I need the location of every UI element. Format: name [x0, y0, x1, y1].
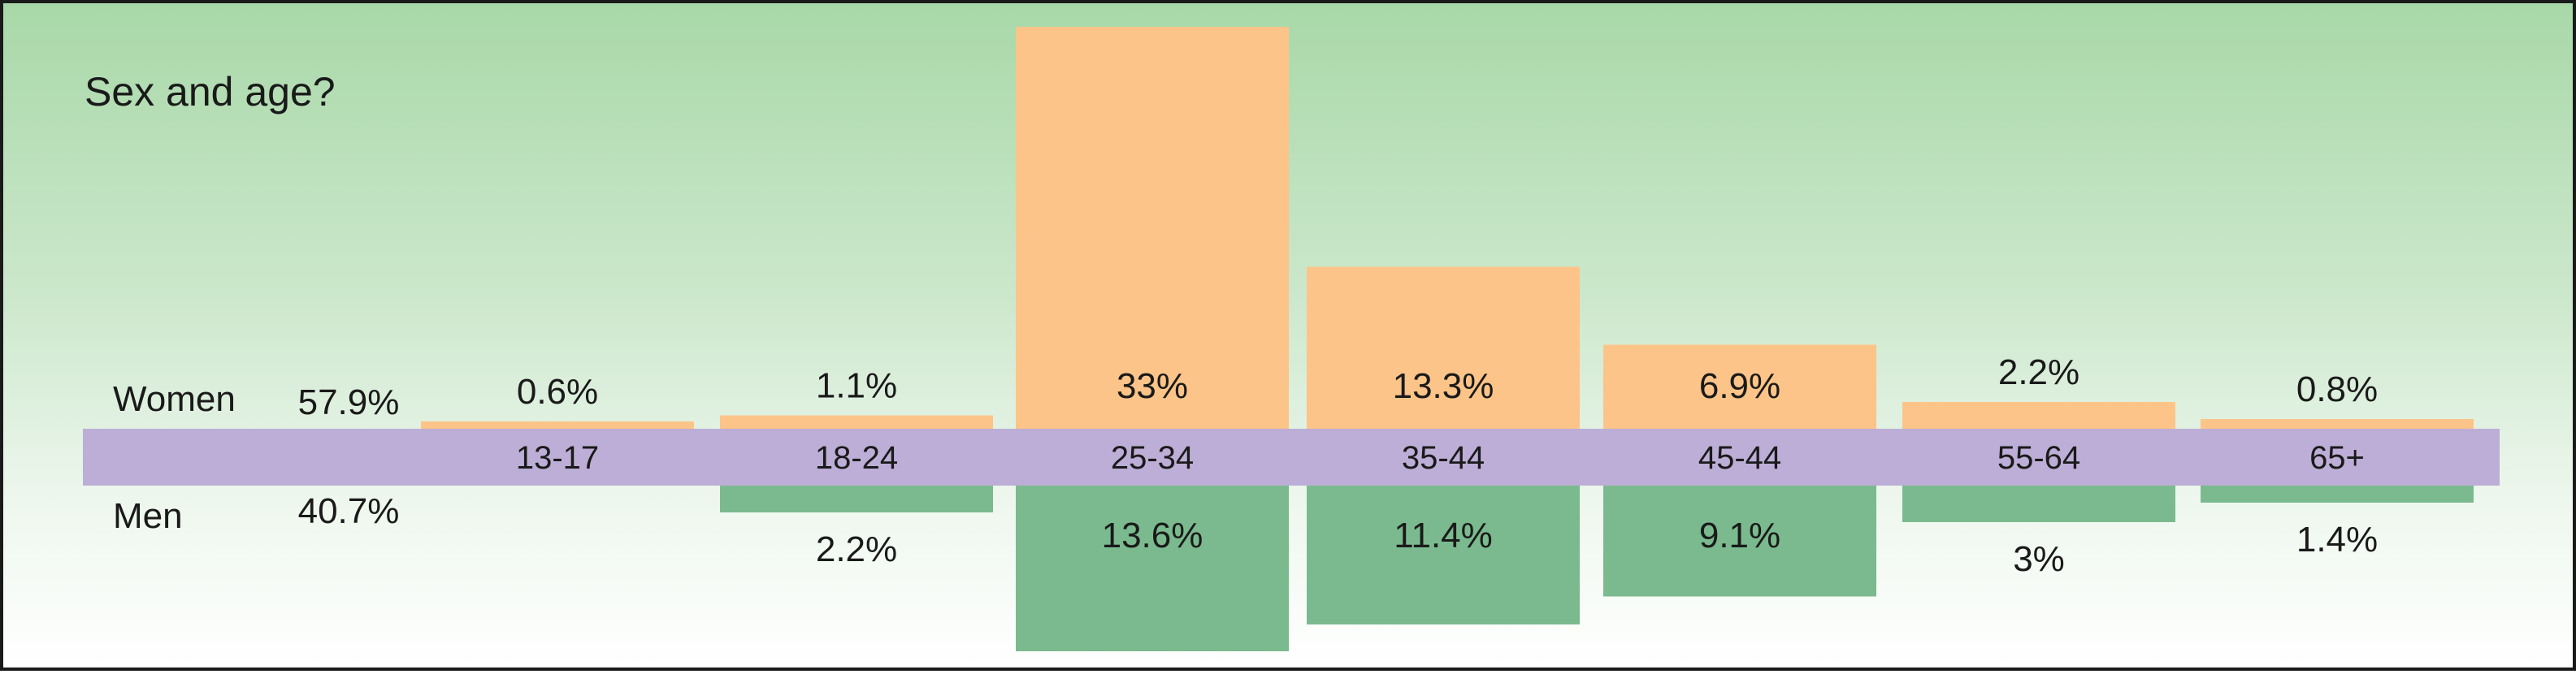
women-bar-55-64: [1902, 402, 2175, 429]
women-bar-25-34: [1016, 27, 1289, 429]
category-label-35-44: 35-44: [1402, 440, 1485, 476]
men-value-label-45-44: 9.1%: [1699, 516, 1780, 555]
women-value-label-55-64: 2.2%: [1998, 352, 2079, 392]
men-value-label-25-34: 13.6%: [1102, 516, 1203, 555]
men-value-label-35-44: 11.4%: [1394, 516, 1493, 555]
category-label-45-44: 45-44: [1698, 440, 1781, 476]
axis-band: [83, 429, 2500, 486]
men-bar-45-44: [1603, 486, 1876, 597]
men-total-label: 40.7%: [298, 491, 400, 531]
men-value-label-55-64: 3%: [2013, 539, 2065, 579]
women-bar-18-24: [720, 415, 993, 429]
legend-men-label: Men: [113, 496, 183, 536]
men-bar-18-24: [720, 486, 993, 512]
women-value-label-35-44: 13.3%: [1393, 366, 1494, 406]
men-bar-65+: [2201, 486, 2474, 503]
women-bar-65+: [2201, 419, 2474, 429]
chart-title: Sex and age?: [85, 69, 336, 114]
men-bar-35-44: [1307, 486, 1580, 624]
women-total-label: 57.9%: [298, 382, 400, 422]
women-value-label-25-34: 33%: [1117, 366, 1188, 406]
men-bar-25-34: [1016, 486, 1289, 651]
women-value-label-13-17: 0.6%: [517, 372, 598, 412]
legend-women-label: Women: [113, 379, 236, 419]
category-label-65+: 65+: [2309, 440, 2365, 476]
category-label-55-64: 55-64: [1997, 440, 2080, 476]
women-bar-35-44: [1307, 266, 1580, 429]
category-label-25-34: 25-34: [1111, 440, 1194, 476]
population-pyramid-chart: Sex and age? Women Men 57.9% 40.7% 13-17…: [83, 27, 2500, 651]
women-value-label-18-24: 1.1%: [816, 366, 897, 406]
men-value-label-18-24: 2.2%: [816, 529, 897, 569]
women-value-label-65+: 0.8%: [2296, 369, 2378, 409]
men-bar-55-64: [1902, 486, 2175, 522]
category-label-13-17: 13-17: [516, 440, 599, 476]
women-value-label-45-44: 6.9%: [1699, 366, 1780, 406]
women-bar-45-44: [1603, 344, 1876, 429]
men-value-label-65+: 1.4%: [2296, 520, 2378, 560]
category-label-18-24: 18-24: [815, 440, 898, 476]
women-bar-13-17: [421, 421, 694, 429]
